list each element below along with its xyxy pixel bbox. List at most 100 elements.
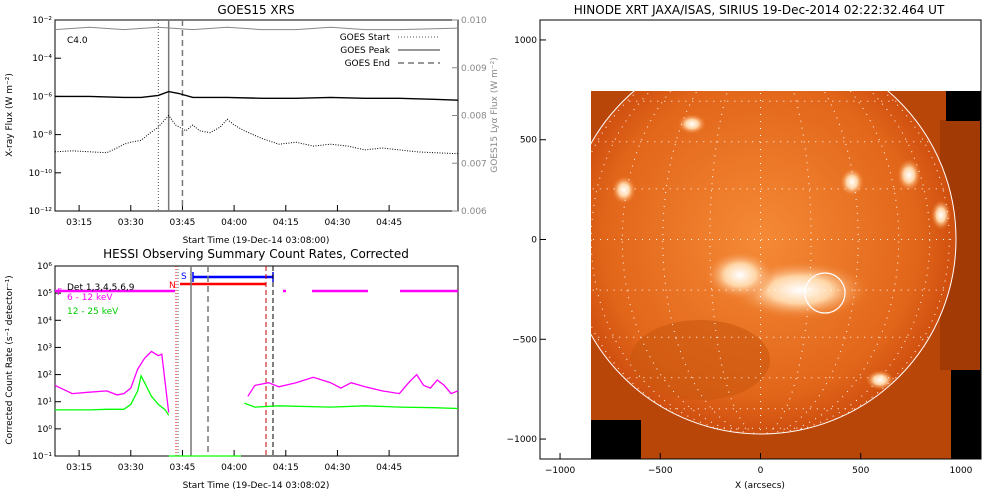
hessi-y-axis: 10⁻¹ 10⁰ 10¹ 10² 10³ 10⁴ 10⁵ 10⁶ [32, 262, 61, 462]
hessi-legend-high: 12 - 25 keV [67, 307, 119, 317]
hessi-ytick-label: 10² [37, 371, 52, 381]
hessi-xtick-label: 04:45 [376, 463, 402, 473]
flag-f-label: F [57, 288, 62, 298]
goes-ytick-right-label: 0.006 [461, 207, 487, 217]
hessi-ytick-label: 10⁻¹ [32, 452, 52, 462]
hessi-ylabel: Corrected Count Rate (s⁻¹ detector⁻¹) [5, 275, 15, 444]
hessi-xtick-label: 03:15 [66, 463, 92, 473]
xrt-image [591, 91, 981, 459]
xrt-ytick-label: 500 [520, 136, 537, 146]
hessi-title: HESSI Observing Summary Count Rates, Cor… [103, 247, 409, 261]
xrt-lon-line [760, 91, 931, 434]
hessi-xtick-label: 04:30 [324, 463, 350, 473]
goes-annotation: C4.0 [67, 36, 88, 46]
xrt-lon-line [760, 91, 812, 434]
xrt-ytick-label: −1000 [507, 435, 538, 445]
goes-series-2 [54, 114, 459, 155]
goes-xtick-label: 04:00 [221, 218, 247, 228]
goes-ytick-label: 10⁻⁸ [32, 131, 52, 141]
goes-series-1 [55, 90, 459, 101]
xrt-lat-lon-grid [591, 91, 956, 434]
goes-ytick-label: 10⁻¹² [29, 207, 53, 217]
xrt-bright-patch-2 [678, 114, 706, 134]
goes-legend-start-label: GOES Start [340, 33, 391, 43]
goes-xtick-label: 03:15 [66, 218, 92, 228]
hessi-series-3 [244, 402, 459, 410]
xrt-lon-line [662, 91, 761, 434]
xrt-xtick-label: −500 [648, 466, 673, 476]
goes-ytick-label: 10⁻⁶ [32, 92, 52, 102]
xrt-bright-patch-5 [931, 200, 951, 230]
goes-panel: GOES15 XRS 10⁻¹² 10⁻¹⁰ 10⁻⁸ 10⁻⁶ 10⁻⁴ 10⁻² 0.… [5, 3, 500, 246]
xrt-black-corner-tr [946, 91, 981, 121]
xrt-x-axis: −1000 −500 0 500 1000 [545, 453, 973, 476]
xrt-panel: HINODE XRT JAXA/ISAS, SIRIUS 19-Dec-2014… [507, 3, 982, 491]
goes-ytick-right-label: 0.010 [461, 16, 487, 26]
xrt-title: HINODE XRT JAXA/ISAS, SIRIUS 19-Dec-2014… [574, 3, 945, 17]
xrt-dim-region [630, 320, 770, 400]
goes-series-group [54, 26, 459, 155]
hessi-series-0 [54, 350, 170, 413]
goes-legend: GOES Start GOES Peak GOES End [340, 33, 440, 69]
hessi-series-group [54, 350, 459, 457]
goes-legend-peak-label: GOES Peak [340, 46, 390, 56]
xrt-lon-line [591, 91, 761, 434]
hessi-xtick-label: 03:45 [169, 463, 195, 473]
goes-xlabel: Start Time (19-Dec-14 03:08:00) [183, 236, 330, 246]
goes-ytick-right-label: 0.008 [461, 112, 487, 122]
hessi-series-2 [55, 374, 170, 416]
hessi-legend: Det 1,3,4,5,6,9 6 - 12 keV 12 - 25 keV [67, 283, 135, 317]
hessi-ytick-label: 10⁵ [37, 289, 52, 299]
xrt-xlabel: X (arcsecs) [735, 481, 785, 491]
xrt-black-corner-br [591, 420, 641, 459]
xrt-bright-patch-3 [840, 168, 864, 196]
goes-xtick-label: 04:30 [324, 218, 350, 228]
flag-n-label: N [169, 281, 176, 291]
xrt-y-axis: −1000 −500 0 500 1000 [507, 36, 546, 445]
hessi-xtick-label: 04:15 [273, 463, 299, 473]
goes-legend-end-label: GOES End [345, 59, 390, 69]
goes-ytick-label: 10⁻⁴ [32, 54, 52, 64]
xrt-active-region-left [705, 250, 775, 300]
hessi-ytick-label: 10³ [37, 343, 52, 353]
hessi-xtick-label: 03:30 [118, 463, 144, 473]
xrt-bright-patch-4 [897, 159, 921, 191]
goes-y-axis: 10⁻¹² 10⁻¹⁰ 10⁻⁸ 10⁻⁶ 10⁻⁴ 10⁻² [29, 16, 61, 217]
goes-xtick-label: 03:30 [118, 218, 144, 228]
hessi-plot-frame [54, 265, 459, 457]
xrt-xtick-label: 1000 [950, 466, 973, 476]
hessi-ytick-label: 10¹ [37, 398, 52, 408]
xrt-ytick-label: −500 [512, 335, 537, 345]
goes-ytick-right-label: 0.007 [461, 159, 487, 169]
goes-y-axis-right: 0.006 0.007 0.008 0.009 0.010 [452, 16, 487, 217]
hessi-ytick-label: 10⁰ [37, 425, 52, 435]
hessi-series-1 [247, 373, 459, 397]
hessi-xlabel: Start Time (19-Dec-14 03:08:02) [183, 481, 330, 491]
xrt-flare-circle [804, 272, 846, 314]
goes-series-0 [54, 26, 459, 31]
hessi-event-lines [175, 266, 274, 456]
goes-event-lines [157, 20, 184, 211]
xrt-lon-line [760, 91, 859, 434]
xrt-xtick-label: −1000 [545, 466, 576, 476]
goes-xtick-label: 04:45 [376, 218, 402, 228]
hessi-panel: HESSI Observing Summary Count Rates, Cor… [5, 247, 459, 491]
hessi-x-axis: 03:15 03:30 03:45 04:00 04:15 04:30 04:45 [66, 450, 402, 473]
xrt-bright-patch-6 [866, 370, 894, 390]
xrt-lon-line [760, 91, 950, 434]
hessi-ytick-label: 10⁶ [37, 262, 52, 272]
xrt-limb-circle [591, 91, 957, 435]
flag-s-label: S [181, 272, 187, 282]
goes-ytick-right-label: 0.009 [461, 64, 487, 74]
goes-title: GOES15 XRS [217, 3, 294, 17]
goes-xtick-label: 03:45 [169, 218, 195, 228]
goes-plot-frame [54, 19, 459, 212]
xrt-ytick-label: 0 [531, 236, 537, 246]
goes-ylabel: X-ray Flux (W m⁻²) [5, 73, 15, 157]
hessi-legend-det: Det 1,3,4,5,6,9 [67, 283, 135, 293]
xrt-lon-line [591, 91, 761, 434]
goes-ylabel-right: GOES15 Lyα Flux (W m⁻²) [490, 57, 500, 173]
goes-ytick-label: 10⁻¹⁰ [29, 169, 53, 179]
xrt-lon-line [709, 91, 761, 434]
